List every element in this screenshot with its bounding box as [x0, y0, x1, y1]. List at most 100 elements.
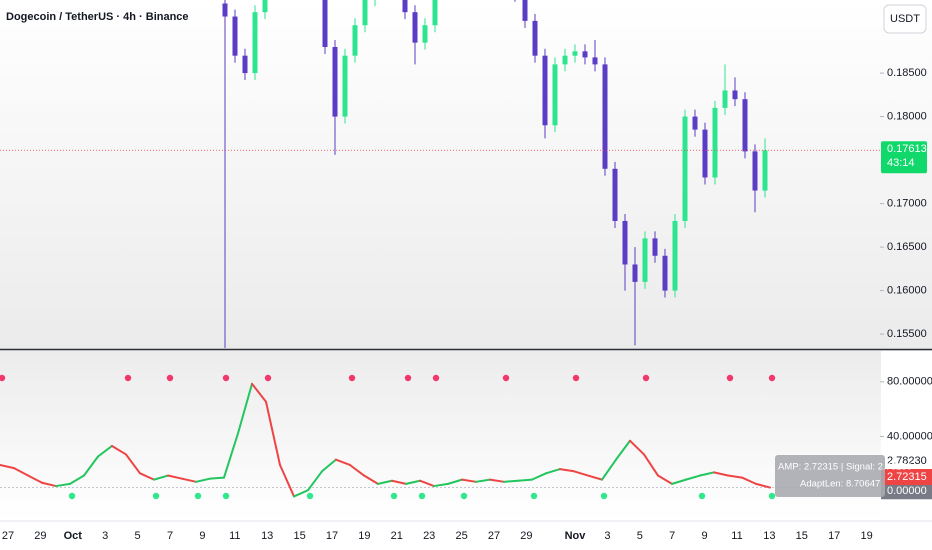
candle-body: [582, 51, 588, 58]
candle-body: [632, 264, 638, 282]
oscillator-segment: [195, 477, 211, 483]
y-tick-label: 0.00000: [887, 485, 927, 497]
bull-signal-dot: [600, 492, 608, 500]
oscillator-segment: [251, 382, 267, 403]
candle-body: [732, 90, 738, 100]
candle-body: [722, 90, 728, 108]
oscillator-segment: [643, 453, 659, 477]
oscillator-segment: [503, 479, 519, 483]
candle-body: [332, 46, 338, 117]
symbol-title: Dogecoin / TetherUS · 4h · Binance: [6, 11, 189, 23]
oscillator-segment: [237, 382, 253, 435]
candle-body: [252, 12, 258, 74]
oscillator-plot: [0, 374, 880, 500]
bull-signal-dot: [418, 492, 426, 500]
candle-body: [232, 16, 238, 56]
oscillator-segment: [489, 478, 505, 483]
oscillator-segment: [167, 474, 183, 480]
oscillator-segment: [475, 478, 491, 483]
time-axis-bg: [0, 521, 932, 550]
oscillator-segment: [405, 479, 421, 485]
oscillator-segment: [13, 467, 29, 477]
oscillator-segment: [657, 474, 673, 485]
oscillator-segment: [755, 482, 771, 489]
candle-body: [742, 99, 748, 152]
oscillator-segment: [559, 468, 575, 473]
bull-signal-dot: [698, 492, 706, 500]
bear-signal-dot: [768, 374, 776, 382]
candle-body: [322, 0, 328, 47]
candle-body: [352, 25, 358, 56]
oscillator-segment: [69, 474, 85, 485]
y-tick-label: 40.00000: [887, 430, 932, 442]
candle-body: [622, 220, 628, 265]
bull-signal-dot: [460, 492, 468, 500]
candle-body: [552, 64, 558, 126]
y-tick-label: 0.16500: [887, 241, 927, 253]
candle-body: [652, 238, 658, 256]
bull-signal-dot: [194, 492, 202, 500]
candle-body: [262, 0, 268, 13]
candle-body: [762, 150, 768, 191]
candle-body: [602, 64, 608, 169]
oscillator-segment: [447, 478, 463, 485]
x-tick-label: 27: [2, 530, 14, 542]
price-plot: [0, 0, 880, 348]
oscillator-segment: [181, 477, 197, 483]
bear-signal-dot: [166, 374, 174, 382]
x-tick-label: 19: [860, 530, 872, 542]
currency-label[interactable]: USDT: [890, 13, 920, 25]
bear-signal-dot: [222, 374, 230, 382]
candle-body: [422, 25, 428, 43]
candle-body: [682, 116, 688, 221]
candle-body: [542, 55, 548, 126]
candle-body: [242, 55, 248, 74]
price-pane: [0, 0, 932, 349]
oscillator-segment: [111, 444, 127, 456]
x-tick-label: 25: [455, 530, 467, 542]
signal-label: 2.78230: [887, 455, 927, 467]
oscillator-segment: [153, 474, 169, 481]
bull-signal-dot: [222, 492, 230, 500]
axes: 0.15500 0.16000 0.16500 0.17000 0.18000 0.185…: [0, 67, 932, 550]
x-tick-label: 5: [135, 530, 141, 542]
x-tick-label: 11: [229, 530, 240, 542]
oscillator-segment: [713, 471, 729, 477]
x-tick-label: 29: [34, 530, 46, 542]
y-tick-label: 0.18000: [887, 110, 927, 122]
bear-signal-dot: [572, 374, 580, 382]
oscillator-segment: [363, 474, 379, 485]
bear-signal-dot: [726, 374, 734, 382]
oscillator-segment: [335, 458, 351, 466]
candle-body: [672, 220, 678, 291]
x-tick-label: 13: [261, 530, 273, 542]
oscillator-segment: [419, 479, 435, 488]
oscillator-segment: [545, 468, 561, 475]
oscillator-segment: [307, 470, 323, 492]
oscillator-segment: [209, 476, 225, 480]
y-tick-label: 0.16000: [887, 284, 927, 296]
oscillator-segment: [293, 489, 309, 498]
x-tick-label: 3: [102, 530, 108, 542]
bull-signal-dot: [68, 492, 76, 500]
oscillator-segment: [629, 439, 645, 456]
oscillator-segment: [265, 400, 281, 466]
bear-signal-dot: [432, 374, 440, 382]
bull-signal-dot: [306, 492, 314, 500]
oscillator-segment: [685, 474, 701, 481]
oscillator-segment: [461, 478, 477, 483]
oscillator-segment: [671, 478, 687, 485]
candle-body: [402, 0, 408, 13]
bear-signal-dot: [0, 374, 6, 382]
candle-body: [702, 129, 708, 178]
x-tick-label: 15: [293, 530, 305, 542]
candle-body: [412, 12, 418, 43]
candle-body: [692, 116, 698, 130]
tooltip-text: AMP: 2.72315 | Signal: 2.78230: [778, 462, 912, 473]
currency-button[interactable]: [883, 4, 927, 34]
zero-label-bg: [881, 483, 932, 500]
oscillator-segment: [55, 482, 71, 488]
x-tick-label: Nov: [565, 530, 587, 542]
oscillator-segment: [349, 463, 365, 477]
